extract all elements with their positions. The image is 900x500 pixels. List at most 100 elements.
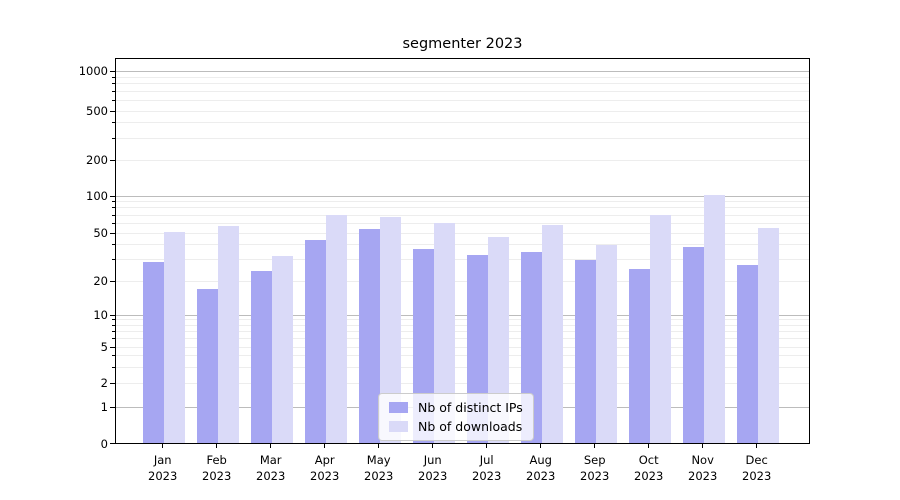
bar-distinct-ips bbox=[305, 239, 327, 444]
legend-swatch-downloads bbox=[389, 421, 408, 432]
bar-distinct-ips bbox=[197, 288, 219, 444]
x-tick bbox=[594, 444, 596, 448]
y-tick-label: 200 bbox=[86, 153, 108, 167]
x-tick bbox=[756, 444, 758, 448]
y-minor-tick bbox=[111, 137, 115, 139]
y-gridline-minor bbox=[115, 110, 810, 112]
y-tick-label: 50 bbox=[93, 226, 108, 240]
y-minor-tick bbox=[111, 366, 115, 368]
bar-downloads bbox=[596, 244, 618, 444]
y-minor-tick bbox=[111, 201, 115, 203]
y-gridline-minor bbox=[115, 214, 810, 216]
chart-title: segmenter 2023 bbox=[402, 36, 523, 52]
x-tick bbox=[432, 444, 434, 448]
y-tick-label: 20 bbox=[93, 274, 108, 288]
legend: Nb of distinct IPs Nb of downloads bbox=[378, 393, 534, 441]
y-gridline-major bbox=[115, 314, 810, 316]
y-minor-tick bbox=[111, 338, 115, 340]
x-tick bbox=[162, 444, 164, 448]
x-tick-label: May 2023 bbox=[364, 453, 394, 483]
x-tick bbox=[540, 444, 542, 448]
y-tick bbox=[110, 406, 115, 408]
bar-downloads bbox=[218, 226, 240, 444]
y-gridline-major bbox=[115, 70, 810, 72]
y-gridline-minor bbox=[115, 330, 810, 332]
y-minor-tick bbox=[111, 122, 115, 124]
y-tick bbox=[110, 314, 115, 316]
x-tick-label: Jul 2023 bbox=[472, 453, 502, 483]
y-tick bbox=[110, 280, 115, 282]
y-gridline-minor bbox=[115, 137, 810, 139]
bar-distinct-ips bbox=[683, 247, 705, 444]
y-minor-tick bbox=[111, 355, 115, 357]
y-minor-tick bbox=[111, 319, 115, 321]
y-minor-tick bbox=[111, 76, 115, 78]
bar-distinct-ips bbox=[143, 261, 165, 444]
y-gridline-minor bbox=[115, 76, 810, 78]
x-tick bbox=[702, 444, 704, 448]
y-gridline-minor bbox=[115, 91, 810, 93]
y-gridline-minor bbox=[115, 159, 810, 161]
y-gridline-minor bbox=[115, 366, 810, 368]
x-tick bbox=[324, 444, 326, 448]
x-tick bbox=[486, 444, 488, 448]
y-minor-tick bbox=[111, 222, 115, 224]
bar-downloads bbox=[488, 237, 510, 444]
x-tick-label: Aug 2023 bbox=[526, 453, 556, 483]
x-tick-label: Dec 2023 bbox=[742, 453, 772, 483]
y-tick-label: 5 bbox=[100, 340, 108, 354]
y-minor-tick bbox=[111, 259, 115, 261]
y-tick-label: 10 bbox=[93, 308, 108, 322]
bar-downloads bbox=[542, 225, 564, 444]
legend-item-distinct-ips: Nb of distinct IPs bbox=[389, 400, 523, 415]
bar-downloads bbox=[326, 215, 348, 444]
y-tick-label: 1000 bbox=[78, 64, 108, 78]
y-tick-label: 1 bbox=[100, 400, 108, 414]
y-gridline-minor bbox=[115, 122, 810, 124]
y-minor-tick bbox=[111, 214, 115, 216]
y-minor-tick bbox=[111, 330, 115, 332]
y-gridline-minor bbox=[115, 324, 810, 326]
y-gridline-minor bbox=[115, 319, 810, 321]
y-minor-tick bbox=[111, 99, 115, 101]
x-tick-label: Feb 2023 bbox=[202, 453, 232, 483]
bar-downloads bbox=[164, 231, 186, 444]
y-gridline-minor bbox=[115, 244, 810, 246]
x-tick-label: Jun 2023 bbox=[418, 453, 448, 483]
bar-downloads bbox=[272, 256, 294, 444]
x-tick-label: Sep 2023 bbox=[580, 453, 610, 483]
bar-distinct-ips bbox=[251, 271, 273, 444]
bar-downloads bbox=[434, 223, 456, 444]
y-gridline-minor bbox=[115, 222, 810, 224]
legend-label-downloads: Nb of downloads bbox=[418, 419, 523, 434]
bar-downloads bbox=[380, 216, 402, 444]
y-minor-tick bbox=[111, 244, 115, 246]
y-tick bbox=[110, 382, 115, 384]
bar-distinct-ips bbox=[737, 265, 759, 444]
y-tick bbox=[110, 110, 115, 112]
bar-distinct-ips bbox=[629, 269, 651, 444]
y-gridline-minor bbox=[115, 382, 810, 384]
y-gridline-minor bbox=[115, 280, 810, 282]
legend-item-downloads: Nb of downloads bbox=[389, 419, 523, 434]
y-tick-label: 100 bbox=[86, 189, 108, 203]
y-tick bbox=[110, 159, 115, 161]
y-tick-label: 0 bbox=[100, 436, 108, 451]
x-tick-label: Mar 2023 bbox=[256, 453, 286, 483]
x-tick-label: Apr 2023 bbox=[310, 453, 340, 483]
y-minor-tick bbox=[111, 324, 115, 326]
bar-distinct-ips bbox=[575, 259, 597, 444]
x-tick-label: Jan 2023 bbox=[148, 453, 178, 483]
y-gridline-minor bbox=[115, 83, 810, 85]
y-gridline-minor bbox=[115, 232, 810, 234]
bar-downloads bbox=[758, 227, 780, 444]
x-tick-label: Oct 2023 bbox=[634, 453, 664, 483]
y-gridline-minor bbox=[115, 201, 810, 203]
y-gridline-minor bbox=[115, 259, 810, 261]
y-minor-tick bbox=[111, 83, 115, 85]
y-gridline-minor bbox=[115, 338, 810, 340]
bar-distinct-ips bbox=[359, 228, 381, 444]
y-tick bbox=[110, 443, 115, 444]
y-gridline-major bbox=[115, 195, 810, 197]
